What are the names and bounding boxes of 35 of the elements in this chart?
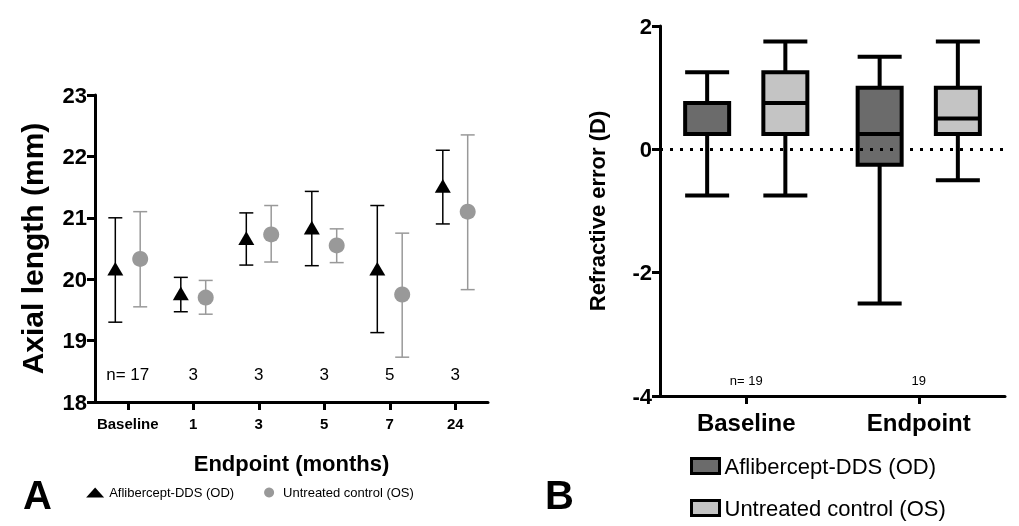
y-tick-label: 18 — [62, 389, 87, 415]
y-tick-label: 21 — [62, 205, 87, 231]
y-tick-label: 22 — [62, 143, 87, 169]
x-axis-title: Endpoint (months) — [193, 450, 390, 476]
legend-label: Aflibercept-DDS (OD) — [724, 453, 936, 479]
x-tick-label: 1 — [189, 415, 198, 432]
annotation: n= 19 — [729, 372, 763, 388]
annotation: 5 — [385, 364, 395, 384]
annotation: n= 17 — [106, 364, 150, 384]
x-tick-label: 24 — [446, 415, 465, 432]
legend-label: Aflibercept-DDS (OD) — [109, 485, 235, 500]
x-tick-label: 3 — [254, 415, 263, 432]
y-tick-label: 20 — [62, 266, 87, 292]
x-tick-label: Endpoint — [866, 408, 971, 436]
x-tick-label: Baseline — [96, 415, 159, 432]
annotation: 3 — [450, 364, 460, 384]
y-axis-title: Axial length (mm) — [15, 122, 49, 375]
y-tick-label: 23 — [62, 82, 87, 108]
x-tick-label: 7 — [385, 415, 394, 432]
y-tick-label: 0 — [639, 136, 652, 162]
x-tick-label: Baseline — [696, 408, 796, 436]
legend-label: Untreated control (OS) — [283, 485, 414, 500]
text: A — [23, 473, 52, 517]
y-tick-label: 2 — [639, 13, 652, 39]
annotation: 3 — [319, 364, 329, 384]
annotation: 3 — [188, 364, 198, 384]
annotation: 3 — [254, 364, 264, 384]
y-tick-label: -2 — [632, 260, 652, 286]
legend-label: Untreated control (OS) — [724, 495, 946, 521]
y-tick-label: -4 — [632, 383, 653, 409]
y-tick-label: 19 — [62, 328, 87, 354]
x-tick-label: 5 — [320, 415, 329, 432]
annotation: 19 — [911, 372, 926, 388]
y-axis-title: Refractive error (D) — [584, 110, 610, 312]
text: B — [545, 473, 574, 517]
